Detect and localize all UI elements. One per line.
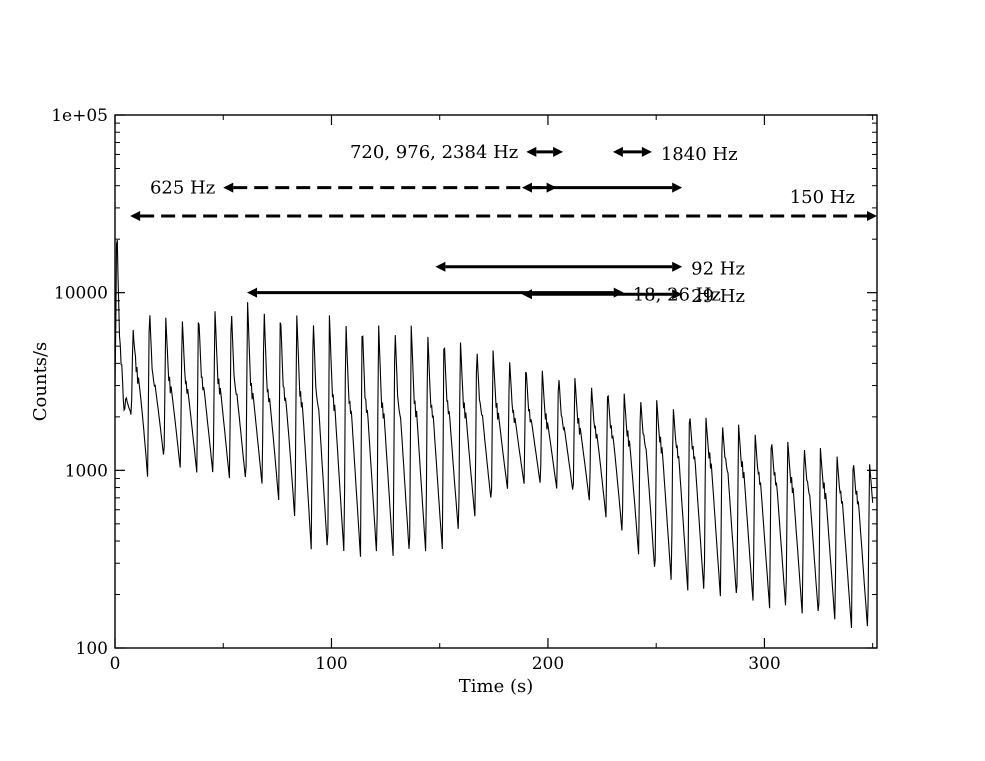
annotation-arrowhead-right: [867, 211, 877, 222]
annotation-arrowhead-left: [247, 287, 258, 298]
annotation-arrowhead-left: [223, 182, 234, 193]
plot-frame: [114, 114, 878, 649]
annotation-arrowhead-left: [130, 211, 141, 222]
x-axis-title: Time (s): [459, 676, 534, 697]
annotation-label: 720, 976, 2384 Hz: [350, 142, 518, 163]
x-tick-label: 300: [748, 654, 780, 674]
y-tick-label: 100: [76, 639, 108, 659]
annotation-arrowhead-left: [435, 261, 446, 272]
annotation-arrowhead-right: [672, 289, 683, 300]
annotation-label: 150 Hz: [790, 187, 855, 208]
annotation-arrowhead-left: [612, 146, 623, 157]
annotation-arrowhead-left: [521, 182, 532, 193]
annotations: 720, 976, 2384 Hz 1840 Hz 625 Hz 150 Hz 92 H…: [130, 142, 877, 307]
series-line: [114, 239, 874, 628]
annotation-arrowhead-left: [521, 289, 532, 300]
annotation-label: 1840 Hz: [661, 144, 738, 165]
annotation-arrowhead-left: [526, 146, 537, 157]
annotation-label: 18, 26 Hz: [633, 285, 721, 306]
annotation-arrowhead-right: [672, 182, 683, 193]
y-axis-title: Counts/s: [30, 342, 51, 422]
x-tick-label: 0: [110, 654, 121, 674]
x-tick-label: 200: [532, 654, 564, 674]
annotation-label: 625 Hz: [150, 178, 215, 199]
annotation-arrowhead-right: [641, 146, 652, 157]
annotation-label: 29 Hz: [691, 286, 745, 307]
series: [114, 239, 874, 628]
y-tick-label: 10000: [54, 284, 108, 304]
axes: [114, 114, 878, 649]
annotation-arrowhead-right: [553, 146, 564, 157]
x-tick-label: 100: [315, 654, 347, 674]
y-tick-label: 1000: [65, 461, 108, 481]
annotation-label: 92 Hz: [691, 259, 745, 280]
y-tick-label: 1e+05: [51, 106, 108, 126]
annotation-arrowhead-right: [672, 261, 683, 272]
annotation-arrowhead-right: [613, 287, 624, 298]
